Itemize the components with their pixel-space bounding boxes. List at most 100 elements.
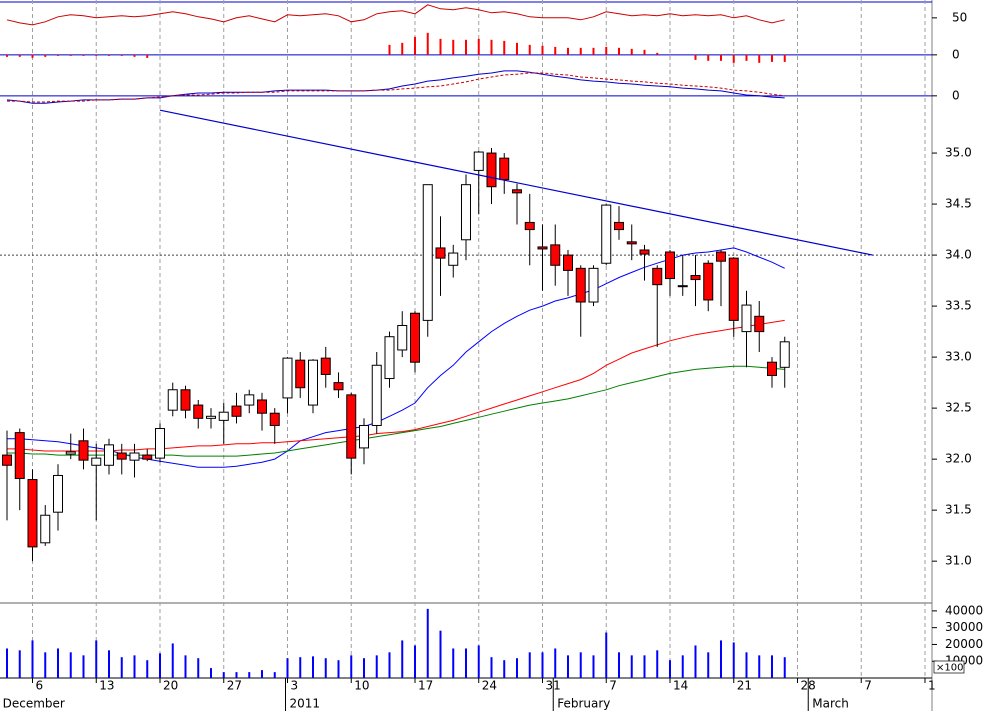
osc-bar	[452, 39, 455, 55]
volume-bar	[617, 652, 620, 678]
candle-body	[244, 394, 255, 406]
osc-bar	[477, 38, 480, 55]
volume-bar	[299, 657, 302, 678]
candle-body	[218, 411, 229, 421]
osc-bar	[426, 32, 429, 55]
candle-body	[103, 444, 114, 466]
osc-bar	[770, 54, 773, 62]
x-tick-label: 14	[673, 679, 688, 693]
candle-body	[448, 252, 459, 266]
y-tick-label: 32.0	[945, 452, 972, 466]
volume-bar	[362, 658, 365, 678]
x-tick-label: 27	[227, 679, 242, 693]
x-tick-label: 7	[609, 679, 617, 693]
volume-tick-label: 20000	[945, 637, 983, 651]
volume-bar	[133, 655, 136, 678]
osc-bar	[107, 54, 110, 56]
volume-bar	[426, 608, 429, 678]
candle-body	[473, 151, 484, 171]
volume-bar	[235, 672, 238, 678]
candle-body	[664, 251, 675, 280]
volume-bar	[490, 657, 493, 678]
candle-body	[460, 184, 471, 241]
y-tick-label: 32.5	[945, 401, 972, 415]
volume-bar	[222, 672, 225, 678]
candle-body	[754, 315, 765, 333]
candle-body	[205, 415, 216, 419]
volume-bar	[5, 648, 8, 678]
osc-bar	[133, 54, 136, 57]
volume-tick-label: 30000	[945, 620, 983, 634]
candle-body	[575, 267, 586, 303]
candle-body	[601, 204, 612, 264]
candle-body	[422, 184, 433, 321]
candle-body	[652, 267, 663, 286]
volume-bar	[439, 630, 442, 678]
osc-bar	[401, 42, 404, 55]
candle-body	[741, 304, 752, 333]
volume-bar	[286, 658, 289, 678]
volume-bar	[56, 648, 59, 678]
unit-box	[933, 660, 965, 674]
volume-bar	[477, 645, 480, 678]
volume-bar	[758, 655, 761, 678]
volume-bar	[260, 670, 263, 678]
candle-body	[129, 452, 140, 461]
candle-body	[295, 359, 306, 389]
volume-bar	[171, 643, 174, 678]
candle-body	[397, 324, 408, 351]
volume-bar	[311, 656, 314, 678]
osc-bar	[732, 54, 735, 63]
osc-bar	[758, 54, 761, 63]
candle-body	[333, 382, 344, 391]
osc-bar	[464, 39, 467, 55]
y-tick-label: 33.5	[945, 299, 972, 313]
candle-body	[703, 262, 714, 301]
volume-bar	[656, 650, 659, 678]
volume-bar	[668, 660, 671, 678]
volume-bar	[31, 640, 34, 678]
osc-bar	[566, 47, 569, 55]
volume-bar	[324, 658, 327, 678]
candle-body	[626, 241, 637, 245]
osc-tick-label: 50	[952, 10, 967, 24]
candle-body	[715, 251, 726, 262]
volume-bar	[107, 650, 110, 678]
osc-bar	[630, 48, 633, 55]
volume-bar	[707, 652, 710, 678]
candle-body	[779, 341, 790, 368]
osc-tick-label: 0	[952, 47, 960, 61]
volume-tick-label: 40000	[945, 603, 983, 617]
candle-body	[409, 312, 420, 363]
volume-bar	[630, 655, 633, 678]
candle-body	[499, 157, 510, 181]
x-tick-label: 3	[290, 679, 298, 693]
volume-bar	[82, 655, 85, 678]
osc-bar	[554, 46, 557, 55]
candle-body	[142, 454, 153, 460]
volume-bar	[95, 640, 98, 678]
candle-body	[550, 244, 561, 266]
candle-body	[167, 389, 178, 411]
x-tick-label: 24	[482, 679, 497, 693]
volume-bar	[18, 650, 21, 678]
y-tick-label: 31.5	[945, 503, 972, 517]
candle-body	[282, 357, 293, 399]
osc-bar	[56, 54, 59, 56]
osc-line	[6, 4, 785, 26]
volume-bar	[413, 645, 416, 678]
candle-body	[562, 254, 573, 271]
candle-body	[346, 394, 357, 459]
candle-body	[524, 221, 535, 231]
volume-bar	[566, 655, 569, 678]
volume-bar	[732, 642, 735, 678]
osc-bar	[31, 54, 34, 58]
volume-bar	[120, 657, 123, 678]
osc-bar	[82, 54, 85, 56]
x-tick-label: 21	[737, 679, 752, 693]
volume-bar	[783, 657, 786, 678]
osc-bar	[515, 42, 518, 55]
volume-bar	[719, 640, 722, 678]
volume-bar	[197, 658, 200, 678]
x-tick-label: 20	[163, 679, 178, 693]
